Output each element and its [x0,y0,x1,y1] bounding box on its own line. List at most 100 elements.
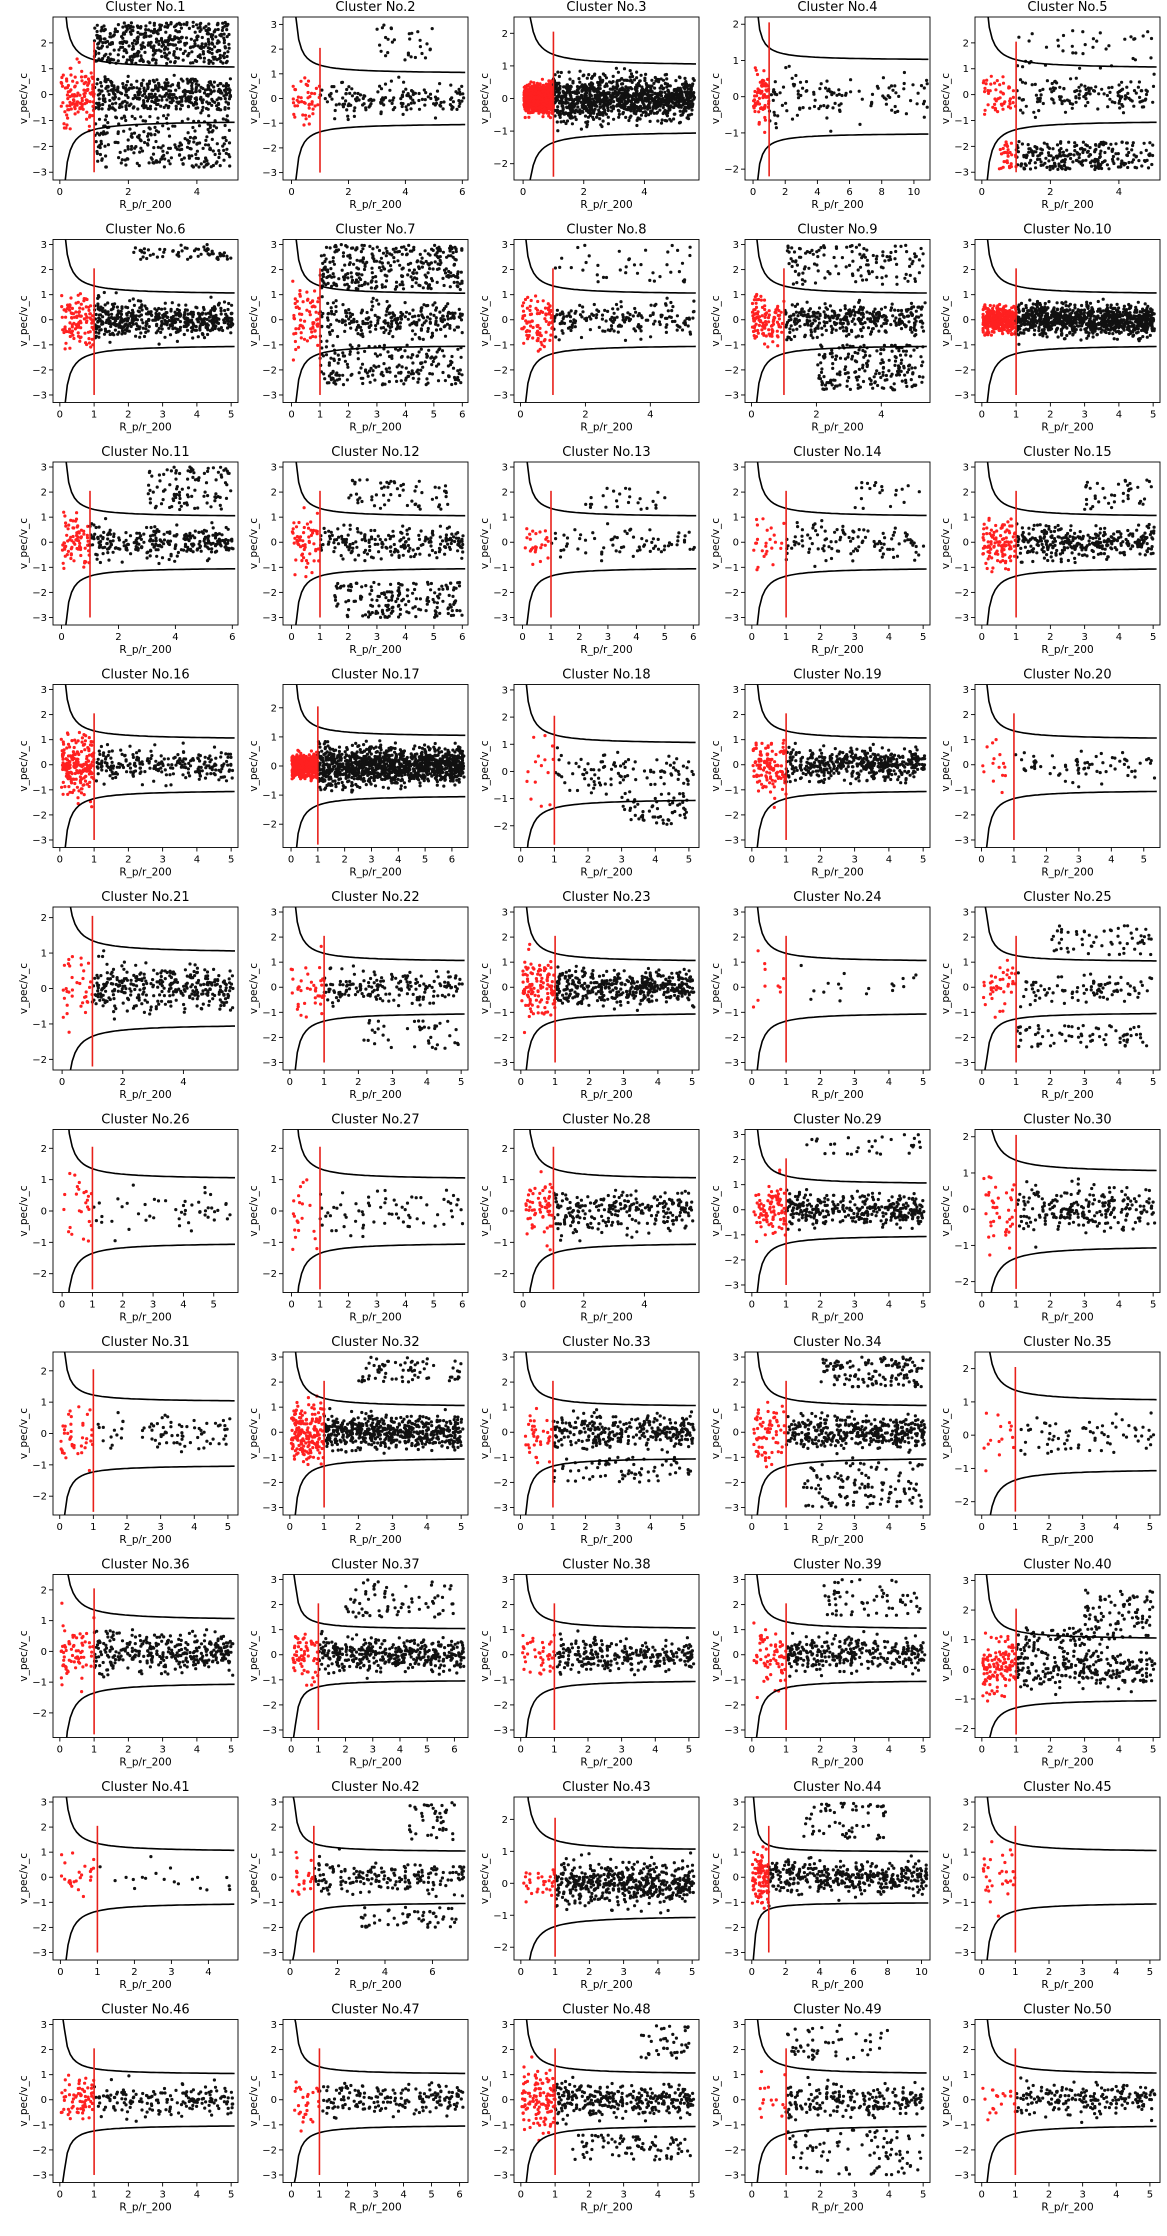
outer-point [113,30,117,34]
outer-point [103,77,108,81]
outer-point [460,84,464,88]
outer-point [1033,161,1037,165]
inner-point [68,127,72,131]
outer-point [600,125,604,129]
outer-point [176,83,180,87]
outer-point [426,95,430,99]
outer-point [592,111,596,115]
outer-point [202,56,206,60]
outer-point [403,58,407,62]
outer-point [1058,85,1062,89]
outer-point [118,41,122,45]
outer-point [570,122,575,126]
outer-point [207,22,211,26]
outer-point [154,98,158,102]
outer-point [222,300,227,304]
outer-point [206,247,210,251]
inner-point [65,104,69,108]
x-tick-label: 10 [908,187,921,198]
outer-point [209,33,213,37]
outer-point [1136,85,1140,89]
outer-point [131,44,135,49]
outer-point [410,31,414,35]
outer-point [186,131,190,135]
outer-point [172,52,176,56]
outer-point [148,104,153,108]
inner-point [83,94,87,98]
outer-point [633,87,637,91]
outer-point [1032,150,1036,154]
outer-point [617,102,621,106]
outer-point [837,103,841,107]
outer-point [194,328,199,332]
outer-point [620,94,624,98]
outer-point [1103,150,1107,155]
outer-point [392,38,396,42]
outer-point [189,101,194,105]
outer-point [229,311,233,315]
inner-point [63,110,67,114]
outer-point [586,115,591,119]
outer-point [611,91,615,95]
outer-point [227,301,231,306]
outer-point [686,113,691,117]
outer-point [405,108,409,112]
outer-point [418,38,422,42]
outer-point [1024,163,1028,167]
outer-point [141,326,145,330]
outer-point [1131,56,1135,61]
outer-point [167,134,172,138]
inner-point [532,87,536,91]
outer-point [180,249,184,253]
outer-point [225,314,229,318]
outer-point [1096,107,1100,111]
outer-point [230,303,234,307]
outer-point [432,102,436,106]
outer-point [204,156,208,160]
outer-point [860,97,864,101]
outer-point [582,107,586,111]
inner-point [68,321,72,325]
outer-point [1110,85,1114,89]
outer-point [1074,96,1078,100]
outer-point [112,48,116,52]
outer-point [615,97,620,101]
inner-point [532,91,537,96]
outer-point [223,135,227,140]
outer-point [674,79,678,83]
outer-point [598,75,602,79]
outer-point [217,327,221,331]
outer-point [185,89,189,94]
inner-point [996,110,1000,114]
outer-point [121,41,125,46]
inner-point [983,112,987,116]
outer-point [199,28,203,32]
outer-point [896,109,900,113]
outer-point [1063,160,1067,164]
outer-point [372,98,376,102]
inner-point [545,84,550,88]
outer-point [1126,165,1130,170]
outer-point [177,144,181,148]
outer-point [213,152,217,157]
outer-point [564,86,569,90]
outer-point [135,51,139,55]
panel: Cluster No.60 1 2 3 4 5−3−2−10123R_p/r_200v_p… [18,223,239,434]
outer-point [104,114,108,118]
outer-point [1144,88,1148,92]
outer-point [216,303,221,307]
outer-point [659,121,664,125]
outer-point [449,97,453,101]
outer-point [690,108,694,112]
inner-point [532,96,536,100]
outer-point [130,144,134,149]
outer-point [341,96,345,100]
outer-point [179,23,183,27]
outer-point [831,106,835,110]
outer-point [226,319,230,323]
outer-point [1084,104,1088,108]
outer-point [173,124,177,128]
outer-point [168,60,173,64]
outer-point [1118,106,1122,110]
inner-point [73,107,77,111]
